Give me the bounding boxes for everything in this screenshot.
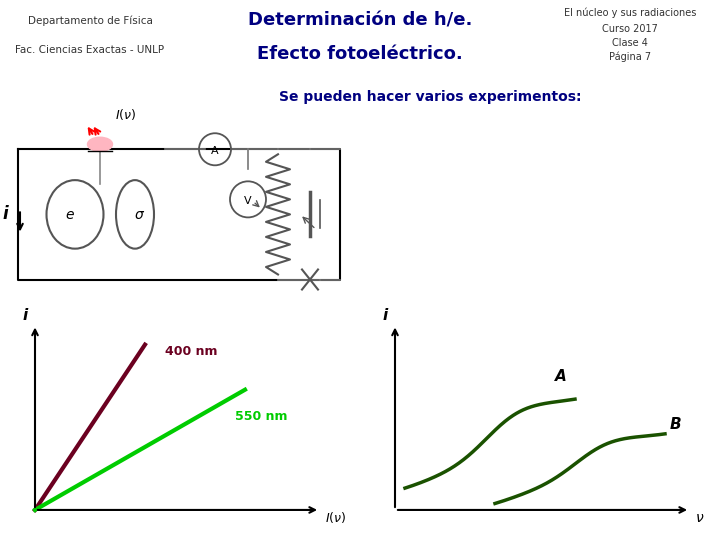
Text: Efecto fotoeléctrico.: Efecto fotoeléctrico. [257, 45, 463, 63]
Text: A: A [211, 146, 219, 156]
Text: $\nu$: $\nu$ [695, 511, 704, 525]
Text: i: i [22, 308, 27, 322]
Text: Departamento de Física: Departamento de Física [27, 16, 153, 26]
Text: $I(\nu)$: $I(\nu)$ [115, 107, 136, 122]
Text: e: e [66, 208, 74, 222]
Text: Se pueden hacer varios experimentos:: Se pueden hacer varios experimentos: [279, 90, 581, 104]
Text: $\bfit{i}$: $\bfit{i}$ [2, 205, 10, 224]
Text: $\sigma$: $\sigma$ [135, 208, 145, 222]
Text: Página 7: Página 7 [609, 51, 651, 62]
Text: Fac. Ciencias Exactas - UNLP: Fac. Ciencias Exactas - UNLP [15, 45, 165, 55]
Text: Determinación de h/e.: Determinación de h/e. [248, 12, 472, 30]
Text: Clase 4: Clase 4 [612, 38, 648, 48]
Text: i: i [382, 308, 387, 322]
Text: Curso 2017: Curso 2017 [602, 24, 658, 34]
Text: B: B [670, 417, 682, 432]
Text: V: V [244, 197, 252, 206]
Text: A: A [555, 369, 567, 384]
Text: El núcleo y sus radiaciones: El núcleo y sus radiaciones [564, 7, 696, 18]
Text: 550 nm: 550 nm [235, 410, 287, 423]
Ellipse shape [88, 137, 112, 151]
Text: $I(\nu)$: $I(\nu)$ [325, 510, 346, 525]
Text: 400 nm: 400 nm [165, 345, 217, 357]
